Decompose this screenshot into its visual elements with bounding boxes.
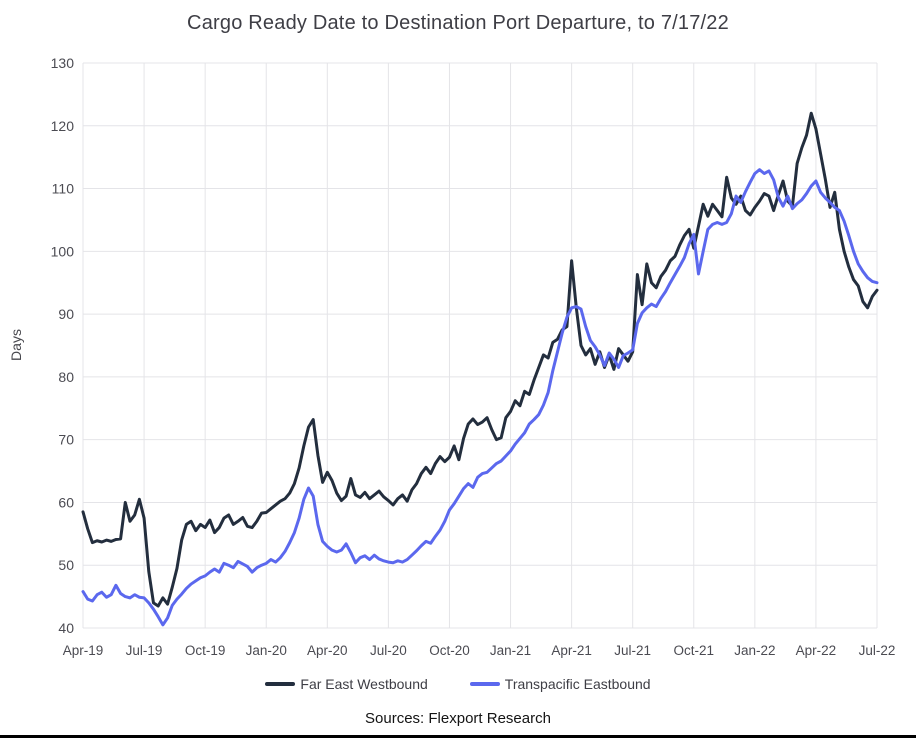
y-tick-label: 40 <box>58 620 74 636</box>
x-tick-label: Apr-21 <box>551 643 592 658</box>
x-tick-label: Oct-20 <box>429 643 470 658</box>
y-tick-label: 110 <box>52 181 75 197</box>
legend-swatch-transpacific-eastbound <box>469 682 500 686</box>
x-tick-label: Apr-22 <box>796 643 837 658</box>
y-tick-label: 80 <box>58 369 74 385</box>
sources-caption: Sources: Flexport Research <box>365 710 551 727</box>
series-line-0 <box>81 111 879 608</box>
x-tick-label: Jul-20 <box>370 643 407 658</box>
x-tick-label: Jan-20 <box>246 643 287 658</box>
y-tick-label: 60 <box>58 494 74 510</box>
legend: Far East Westbound Transpacific Eastboun… <box>0 676 916 692</box>
legend-swatch-far-east-westbound <box>265 682 296 686</box>
x-tick-label: Apr-19 <box>63 643 104 658</box>
x-tick-label: Apr-20 <box>307 643 348 658</box>
bottom-border-line <box>0 735 916 738</box>
x-tick-label: Oct-19 <box>185 643 226 658</box>
y-tick-label: 50 <box>58 557 74 573</box>
line-chart-plot: Apr-19 Jul-19 Oct-19 Jan-20 Apr-20 Jul-20 Oct-… <box>51 55 896 658</box>
y-tick-label: 100 <box>51 243 75 259</box>
x-tick-label: Jan-22 <box>734 643 775 658</box>
series-line-1 <box>81 168 879 627</box>
legend-label-far-east-westbound: Far East Westbound <box>300 676 428 692</box>
legend-item-far-east-westbound: Far East Westbound <box>265 676 428 692</box>
y-tick-label: 130 <box>51 55 75 71</box>
x-tick-label: Jul-21 <box>614 643 651 658</box>
legend-item-transpacific-eastbound: Transpacific Eastbound <box>469 676 651 692</box>
x-tick-label: Jul-22 <box>859 643 896 658</box>
x-tick-label: Jan-21 <box>490 643 531 658</box>
y-tick-label: 120 <box>51 118 75 134</box>
y-tick-label: 90 <box>58 306 74 322</box>
y-tick-label: 70 <box>58 432 74 448</box>
legend-label-transpacific-eastbound: Transpacific Eastbound <box>504 676 651 692</box>
x-tick-label: Oct-21 <box>674 643 715 658</box>
chart-title: Cargo Ready Date to Destination Port Dep… <box>187 12 729 34</box>
x-tick-label: Jul-19 <box>126 643 163 658</box>
